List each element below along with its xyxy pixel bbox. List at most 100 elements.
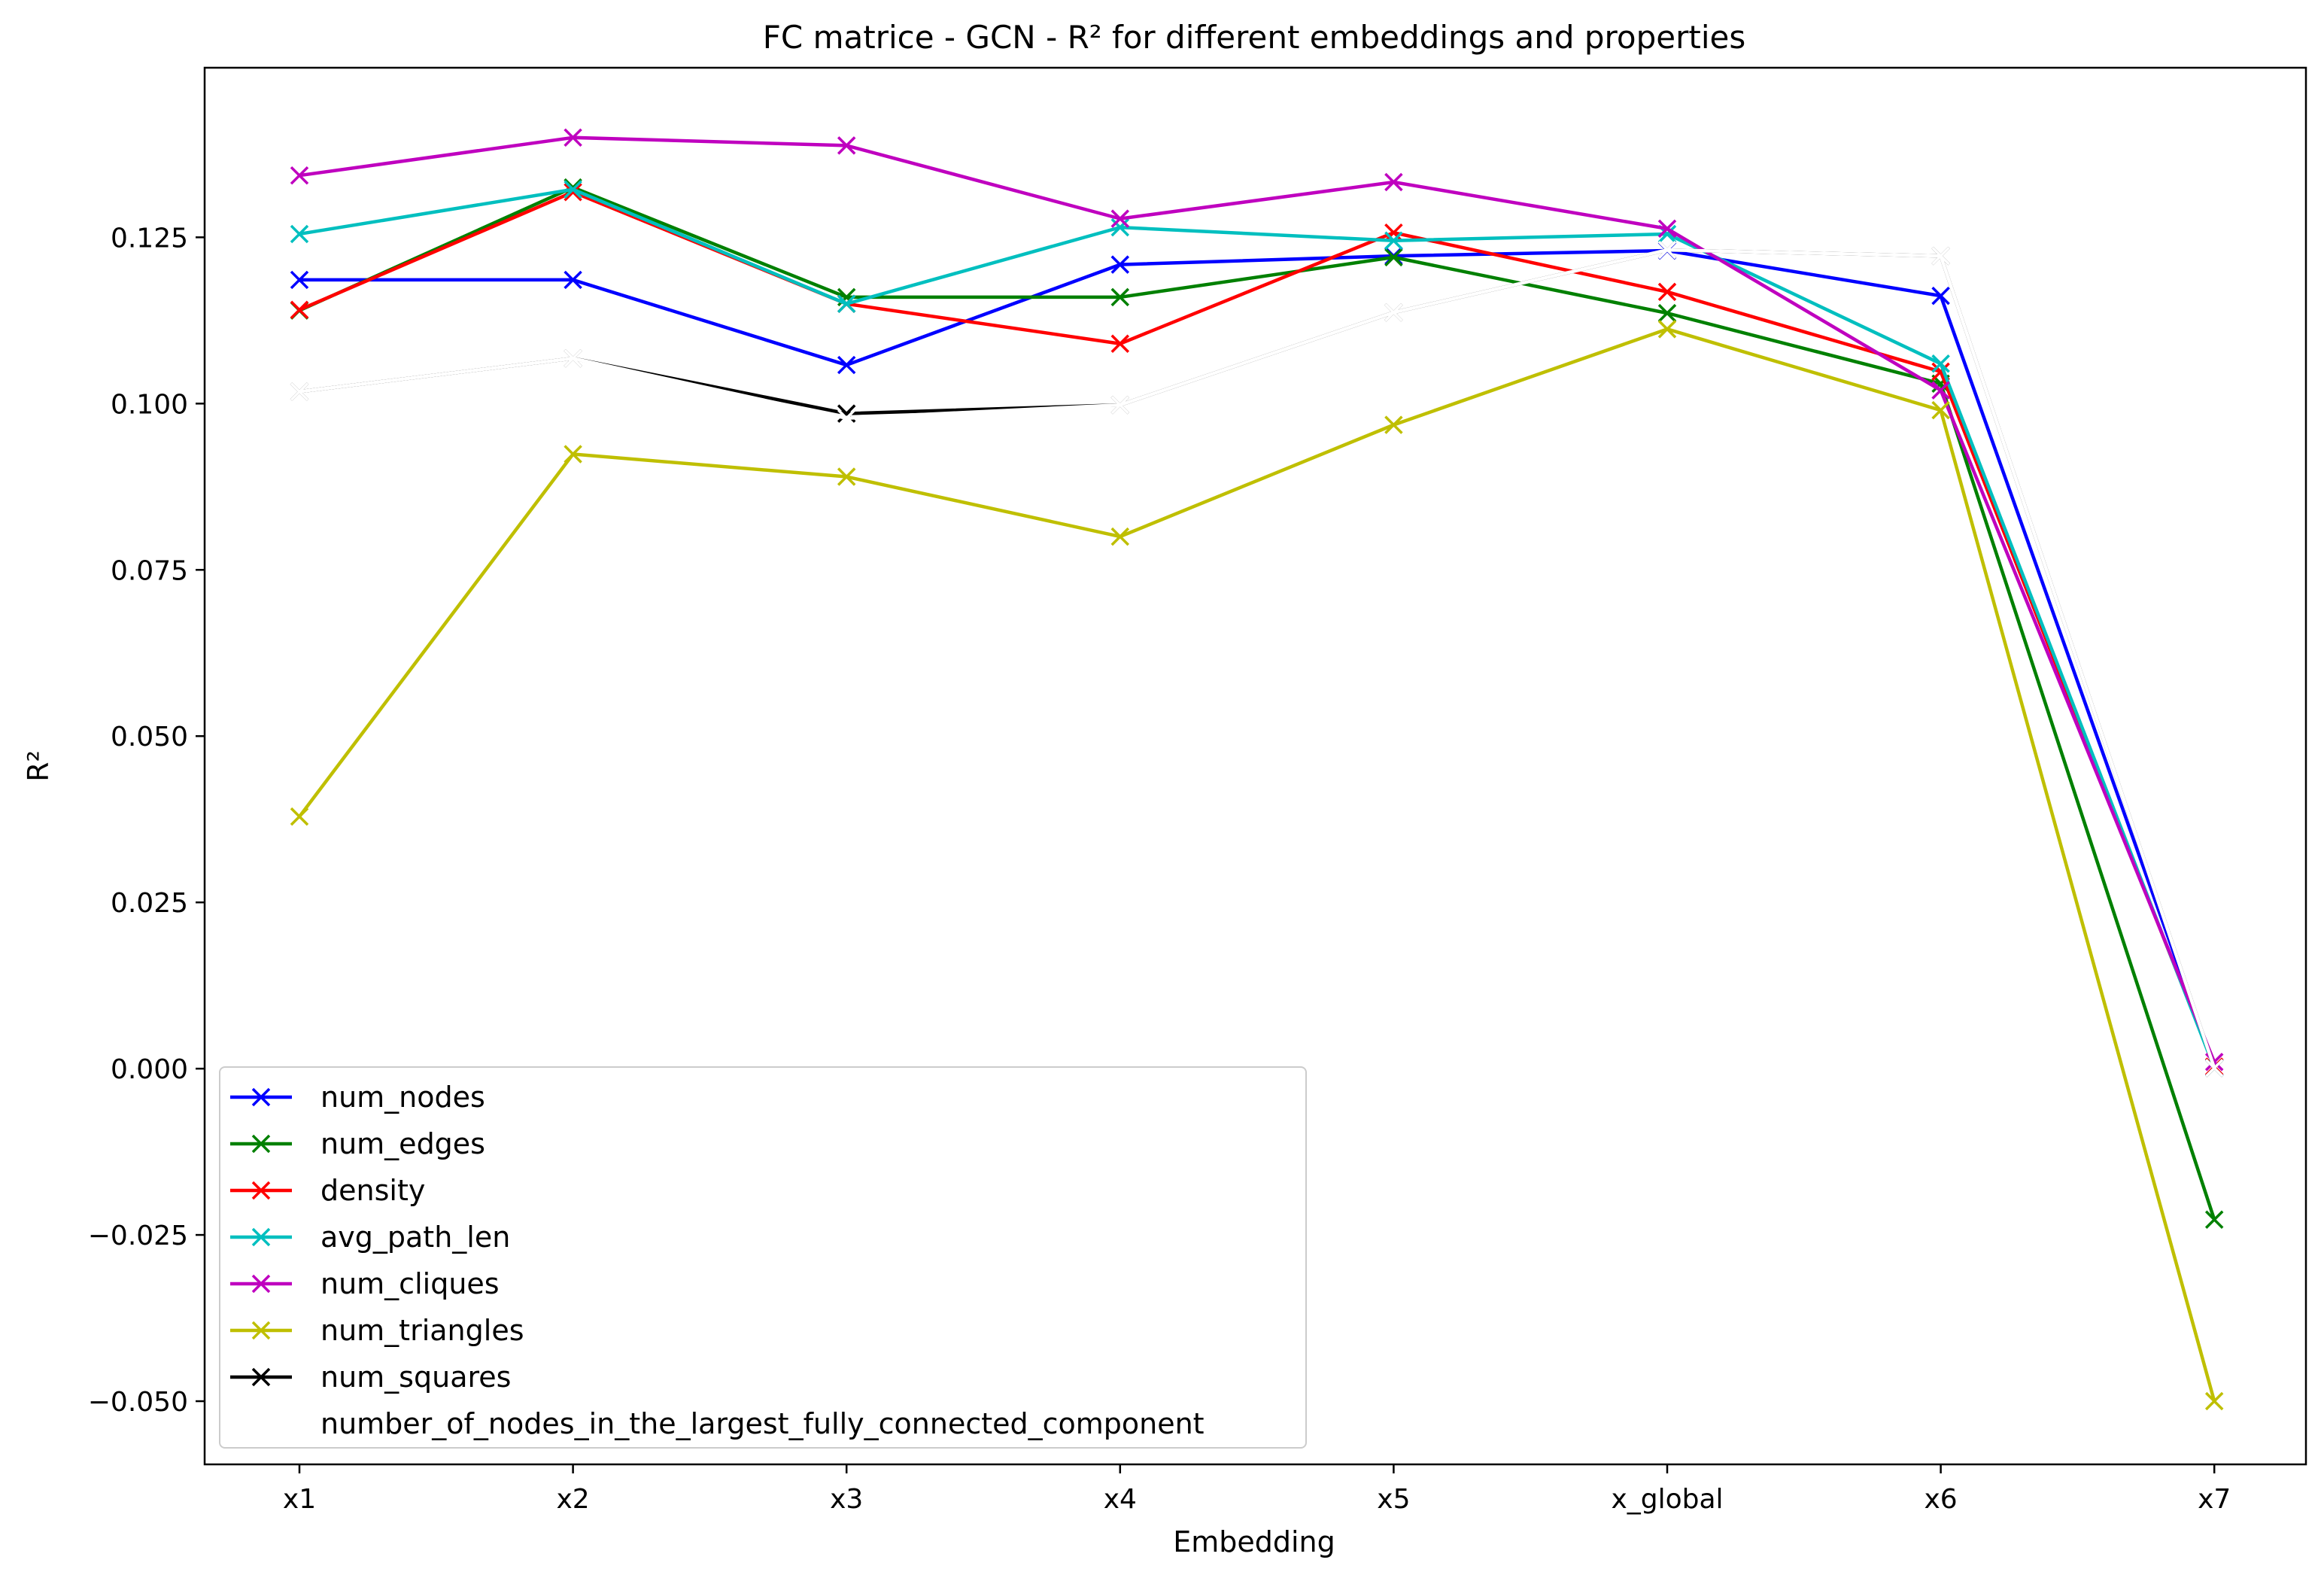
- data-point: [564, 180, 582, 199]
- x-tick-label: x4: [1104, 1484, 1137, 1515]
- x-tick-label: x1: [283, 1484, 316, 1515]
- data-point: [1110, 209, 1130, 228]
- data-point: [837, 409, 856, 428]
- legend-swatch-marker: [251, 1087, 271, 1107]
- data-point: [564, 128, 582, 147]
- legend-box: [219, 1066, 1307, 1449]
- series-line: [299, 135, 2216, 1063]
- legend-item: avg_path_len: [230, 1221, 510, 1254]
- data-point: [1931, 381, 1950, 400]
- y-tick-label: 0.075: [111, 555, 188, 586]
- legend-label: num_edges: [320, 1127, 485, 1160]
- legend-swatch-marker: [251, 1181, 271, 1200]
- data-point: [1384, 248, 1403, 267]
- legend-label: num_nodes: [320, 1081, 485, 1114]
- legend-item: density: [230, 1174, 425, 1207]
- data-point: [1110, 255, 1130, 274]
- y-tick-label: 0.125: [111, 223, 188, 254]
- chart-title: FC matrice - GCN - R² for different embe…: [763, 19, 1745, 56]
- data-point: [1110, 334, 1130, 354]
- series-num-triangles: [290, 320, 2224, 1411]
- series-line: [299, 248, 2216, 1069]
- x-axis-label: Embedding: [1173, 1525, 1335, 1558]
- x-tick-label: x2: [556, 1484, 589, 1515]
- data-point: [290, 224, 309, 244]
- y-tick-label: −0.025: [88, 1221, 188, 1251]
- x-tick-label: x_global: [1611, 1484, 1723, 1515]
- data-point: [564, 270, 582, 290]
- data-point: [1384, 172, 1403, 192]
- legend-label: num_triangles: [320, 1314, 524, 1347]
- data-point: [564, 348, 582, 368]
- series-number-of-nodes-in-the-largest-fully-connected-component: [290, 240, 2224, 1078]
- data-point: [1657, 219, 1677, 239]
- data-point: [1384, 223, 1403, 242]
- legend-swatch-marker: [251, 1134, 271, 1154]
- series-line: [299, 190, 2216, 1068]
- y-tick-label: 0.025: [111, 888, 188, 919]
- series-density: [290, 183, 2224, 1076]
- data-point: [1657, 282, 1677, 302]
- data-point: [290, 300, 309, 319]
- data-point: [1657, 320, 1677, 339]
- data-point: [564, 445, 582, 464]
- data-point: [290, 807, 309, 826]
- legend-swatch-marker: [251, 1414, 271, 1434]
- legend-item: number_of_nodes_in_the_largest_fully_con…: [230, 1407, 1205, 1440]
- data-point: [290, 382, 309, 401]
- legend-item: num_nodes: [230, 1081, 485, 1114]
- data-point: [1931, 286, 1950, 306]
- legend-item: num_triangles: [230, 1314, 524, 1347]
- series-num-cliques: [290, 128, 2224, 1072]
- y-axis-label: R²: [22, 750, 55, 782]
- y-tick-label: 0.000: [111, 1054, 188, 1085]
- y-tick-label: 0.100: [111, 389, 188, 420]
- legend-label: num_cliques: [320, 1267, 500, 1300]
- data-point: [1110, 395, 1130, 415]
- data-point: [1931, 354, 1950, 373]
- legend-label: avg_path_len: [320, 1221, 510, 1254]
- data-point: [2204, 1210, 2224, 1229]
- data-point: [1931, 246, 1950, 266]
- legend-label: num_squares: [320, 1361, 511, 1394]
- series-line: [299, 187, 2216, 1069]
- x-axis-ticks: x1 x2 x3 x4 x5 x_global x6 x7: [283, 1464, 2231, 1515]
- series-avg-path-len: [290, 180, 2224, 1078]
- data-point: [2204, 1391, 2224, 1411]
- series-line: [299, 248, 2216, 1069]
- series-line: [299, 185, 2216, 1221]
- y-tick-label: 0.050: [111, 722, 188, 753]
- y-tick-label: −0.050: [88, 1387, 188, 1418]
- legend-swatch-marker: [251, 1321, 271, 1340]
- legend-swatch-marker: [251, 1227, 271, 1247]
- data-point: [1384, 231, 1403, 251]
- legend-item: num_cliques: [230, 1267, 500, 1300]
- data-point: [1657, 303, 1677, 323]
- data-point: [1110, 527, 1130, 546]
- legend-item: num_edges: [230, 1127, 485, 1160]
- x-tick-label: x7: [2198, 1484, 2231, 1515]
- plot-frame: [203, 66, 2307, 1466]
- y-axis-ticks: −0.050 −0.025 0.000 0.025 0.050 0.075 0.100 0.1…: [88, 223, 205, 1418]
- series-num-edges: [290, 178, 2224, 1229]
- data-point: [1110, 287, 1130, 307]
- data-point: [1657, 240, 1677, 260]
- data-point: [2204, 1059, 2224, 1078]
- data-point: [1931, 400, 1950, 420]
- data-point: [1384, 303, 1403, 322]
- data-point: [837, 294, 856, 313]
- series-line: [298, 327, 2216, 1402]
- x-tick-label: x3: [830, 1484, 863, 1515]
- data-point: [1110, 217, 1130, 237]
- data-point: [290, 166, 309, 185]
- data-point: [290, 270, 309, 290]
- legend-swatch-marker: [251, 1274, 271, 1294]
- data-point: [837, 136, 856, 155]
- x-tick-label: x5: [1377, 1484, 1410, 1515]
- legend-item: num_squares: [230, 1361, 511, 1394]
- legend-swatch-marker: [251, 1367, 271, 1387]
- data-point: [564, 183, 582, 202]
